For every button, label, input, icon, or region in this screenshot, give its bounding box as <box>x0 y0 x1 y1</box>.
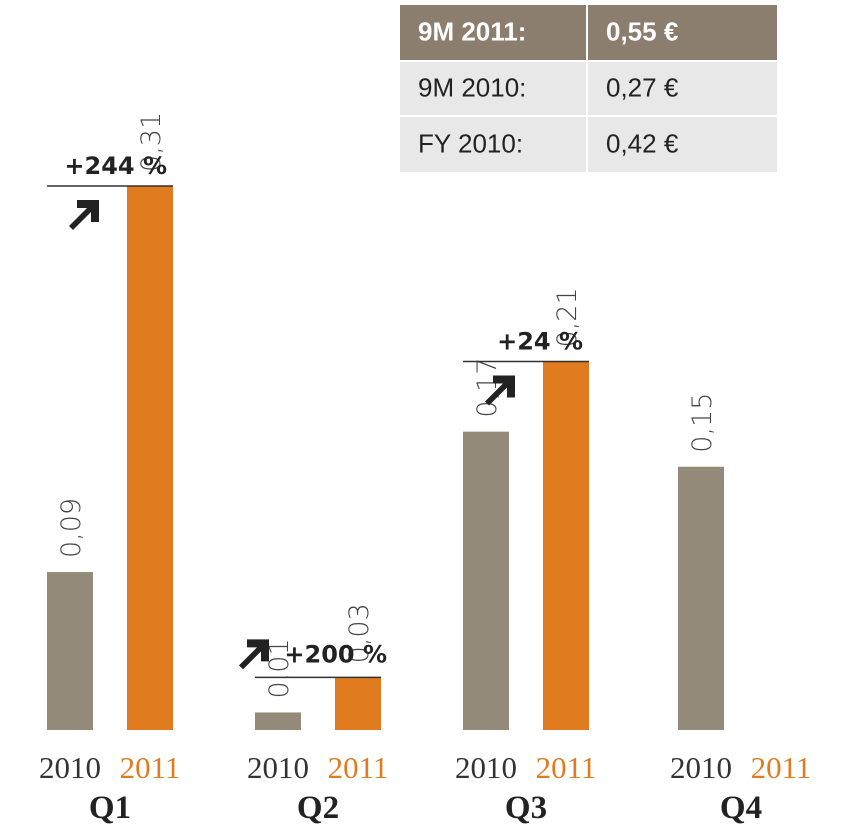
table-cell <box>588 62 777 115</box>
value-label: 0,15 <box>687 393 718 453</box>
value-label: 0,09 <box>56 498 87 558</box>
table-text: FY 2010: <box>418 128 523 158</box>
bar <box>47 572 93 730</box>
series-label: 2011 <box>751 750 812 785</box>
annotation: +244 % <box>64 152 167 180</box>
category-label: Q3 <box>505 790 547 826</box>
table-cell <box>588 117 777 172</box>
bar <box>127 185 173 730</box>
table-text: 0,27 € <box>606 72 679 102</box>
table-text: 9M 2010: <box>418 72 526 102</box>
series-label: 2010 <box>247 750 309 785</box>
table-cell <box>400 5 586 60</box>
table-cell <box>400 62 586 115</box>
value-label: 0,03 <box>344 603 375 663</box>
annotation: +200 % <box>284 640 387 668</box>
table-text: 0,55 € <box>606 16 678 46</box>
table-cell <box>400 117 586 172</box>
value-label: 0,21 <box>552 287 583 347</box>
category-label: Q4 <box>720 790 762 826</box>
series-label: 2010 <box>455 750 517 785</box>
bar <box>543 361 589 730</box>
series-label: 2011 <box>120 750 181 785</box>
category-label: Q1 <box>89 790 131 826</box>
bar <box>463 431 509 730</box>
arrow-icon <box>69 199 99 230</box>
series-label: 2011 <box>536 750 597 785</box>
category-label: Q2 <box>297 790 339 826</box>
value-label: 0,31 <box>136 112 167 172</box>
bar <box>335 677 381 730</box>
annotation: +24 % <box>497 327 583 355</box>
series-label: 2010 <box>39 750 101 785</box>
value-label: 0,01 <box>264 638 295 698</box>
arrow-icon <box>239 639 269 670</box>
series-label: 2011 <box>328 750 389 785</box>
table-text: 0,42 € <box>606 128 679 158</box>
table-cell <box>588 5 777 60</box>
series-label: 2010 <box>670 750 732 785</box>
bar <box>678 466 724 730</box>
arrow-icon <box>485 375 515 406</box>
bar <box>255 712 301 730</box>
value-label: 0,17 <box>472 358 503 418</box>
table-text: 9M 2011: <box>418 16 526 46</box>
